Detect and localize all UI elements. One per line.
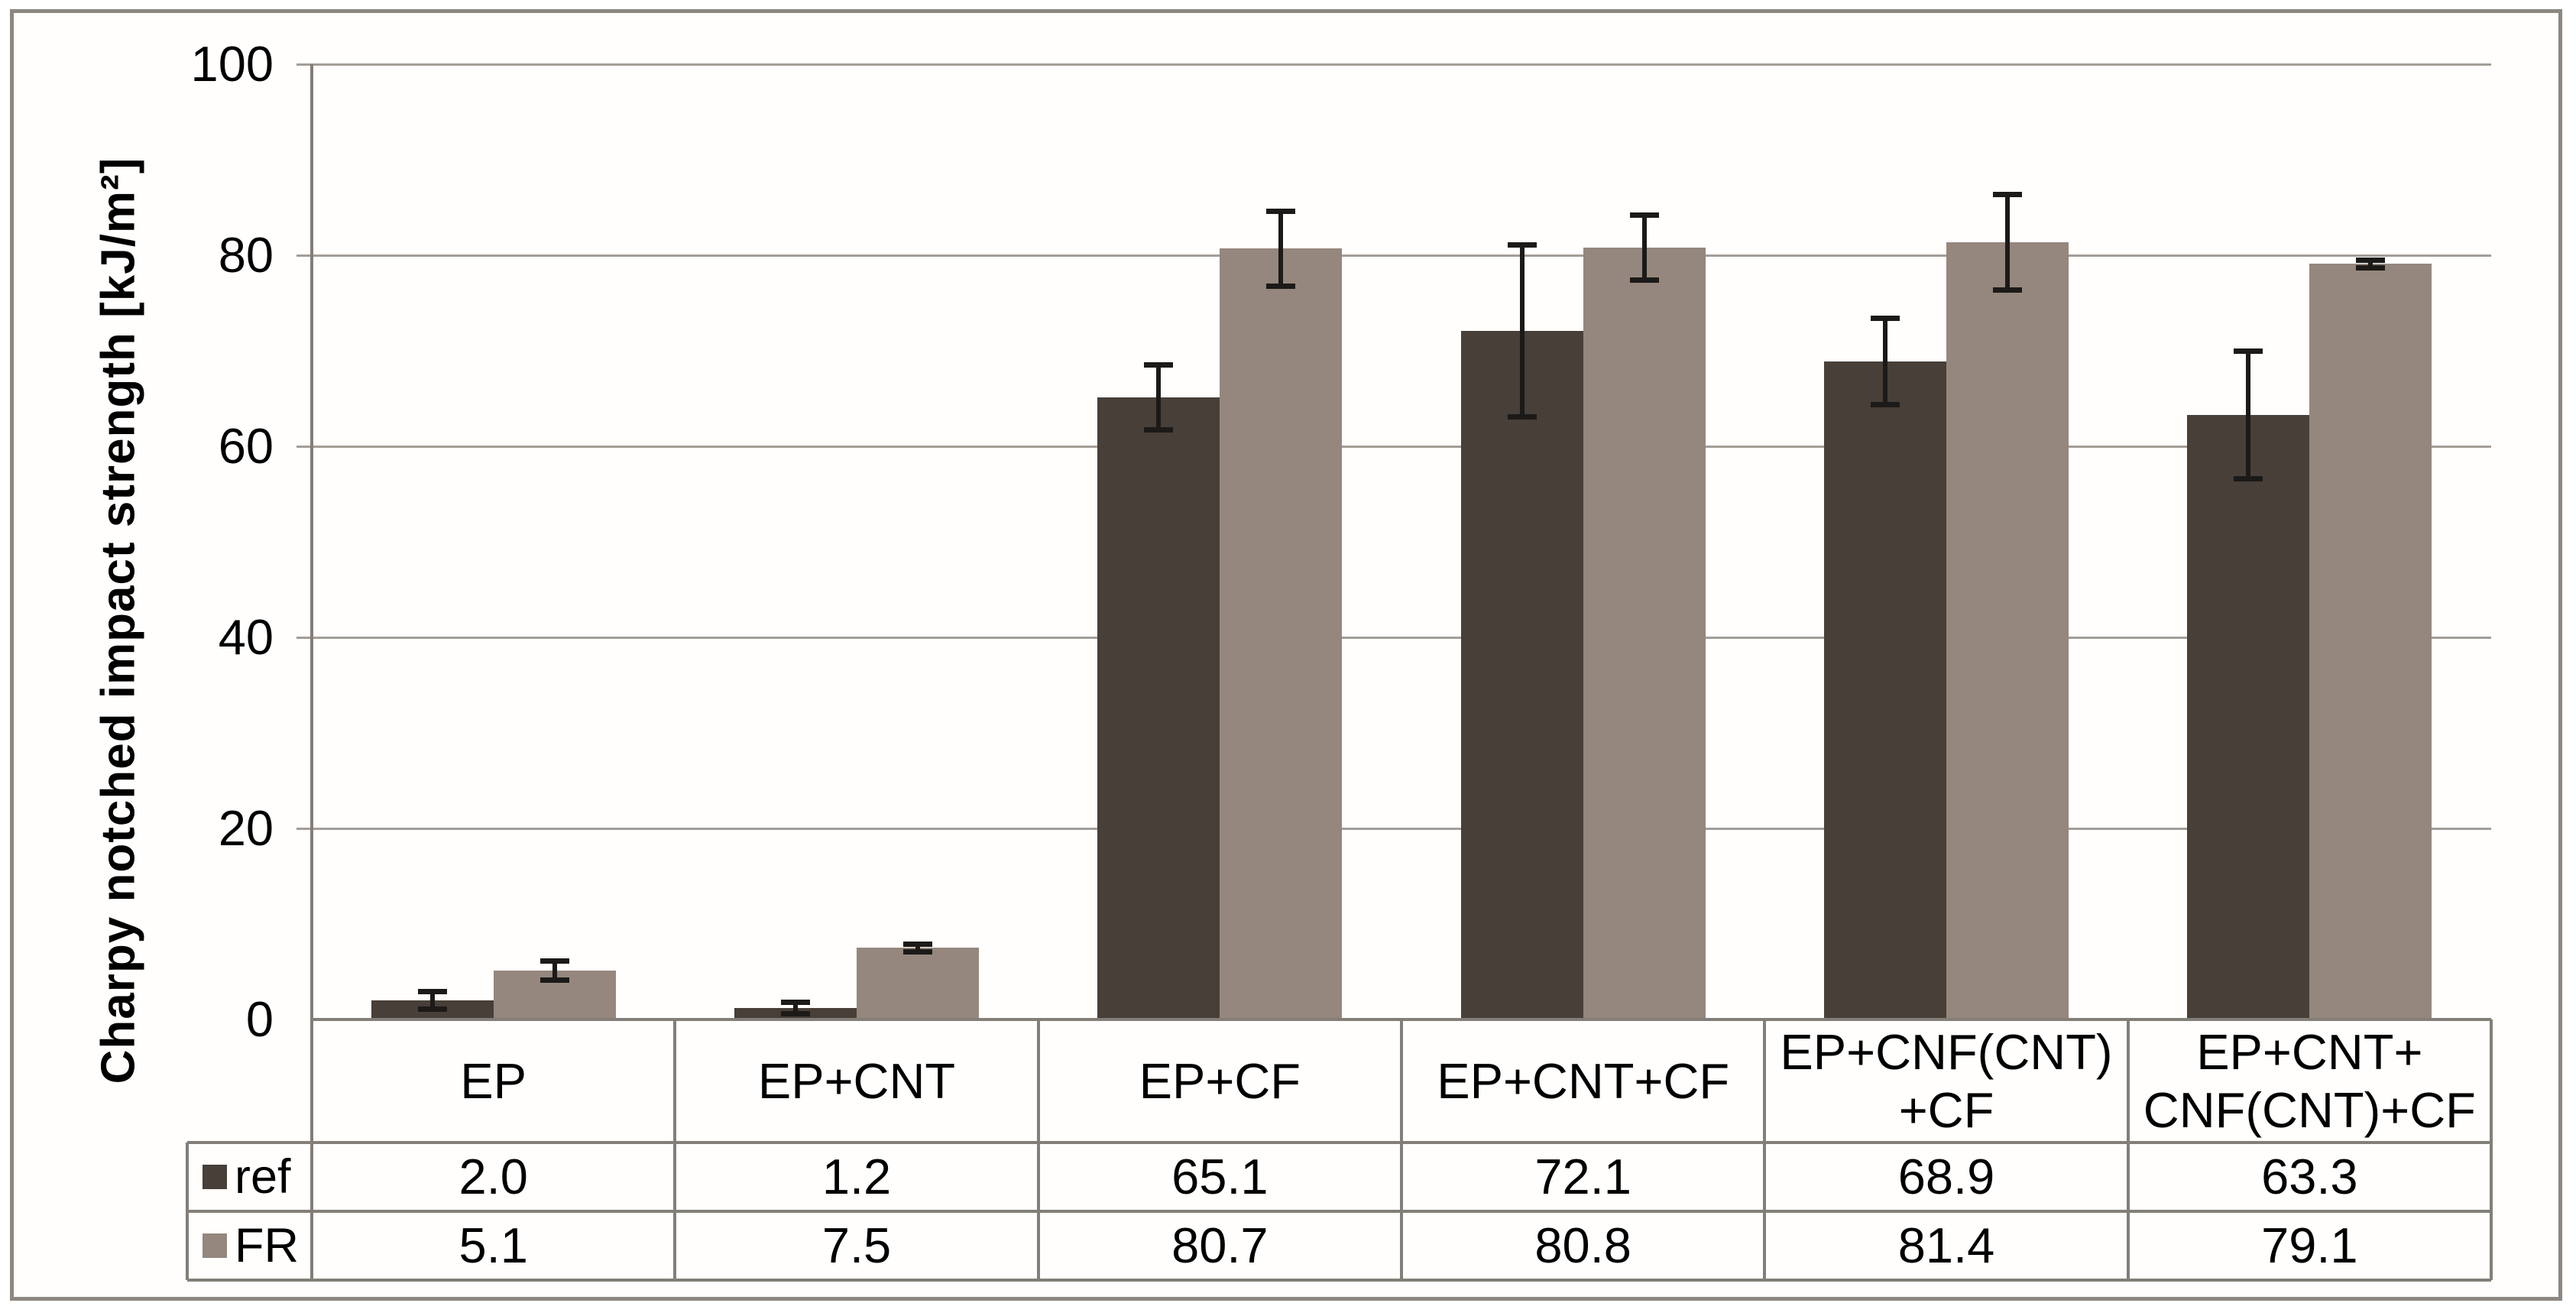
table-category-0: EP: [460, 1052, 527, 1109]
table-category-3: EP+CNT+CF: [1437, 1052, 1730, 1109]
bar-ref-3: [1460, 330, 1583, 1019]
bar-ref-4: [1824, 361, 1946, 1019]
legend-cell-FR: FR: [187, 1211, 312, 1280]
gridline-100: [296, 63, 2491, 66]
table-value-FR-4: 81.4: [1897, 1217, 1995, 1273]
table-vline-col-1: [673, 1019, 677, 1280]
table-category-2: EP+CF: [1139, 1052, 1301, 1109]
table-value-ref-3: 72.1: [1534, 1149, 1631, 1204]
table-value-ref-2: 65.1: [1171, 1149, 1269, 1204]
error-bar-cap-top-ref-2: [1144, 362, 1174, 368]
error-bar-cap-bottom-ref-1: [781, 1011, 810, 1016]
table-category-4: EP+CNF(CNT) +CF: [1780, 1023, 2113, 1138]
gridline-20: [296, 827, 2491, 830]
error-bar-cap-bottom-FR-4: [1993, 287, 2022, 293]
error-bar-cap-bottom-ref-4: [1871, 401, 1900, 407]
error-bar-cap-bottom-FR-1: [903, 948, 932, 955]
table-vline-col-3: [1400, 1019, 1403, 1280]
error-bar-line-FR-3: [1641, 215, 1647, 280]
table-vline-legend-left: [186, 1143, 189, 1280]
error-bar-cap-top-ref-0: [417, 989, 447, 995]
table-vline-col-4: [1763, 1019, 1767, 1280]
error-bar-line-FR-0: [552, 961, 557, 981]
table-line-row2: [187, 1210, 2491, 1213]
error-bar-cap-bottom-ref-2: [1144, 427, 1174, 433]
error-bar-cap-top-FR-1: [903, 941, 932, 947]
error-bar-line-ref-2: [1156, 365, 1162, 430]
gridline-40: [296, 636, 2491, 639]
table-value-FR-5: 79.1: [2261, 1217, 2358, 1273]
error-bar-cap-top-FR-0: [540, 958, 569, 964]
table-vline-col-0: [310, 1019, 313, 1280]
legend-label-ref: ref: [235, 1150, 291, 1204]
error-bar-line-FR-5: [2368, 260, 2373, 268]
bar-ref-5: [2187, 414, 2310, 1019]
table-category-1: EP+CNT: [757, 1052, 956, 1109]
error-bar-cap-top-FR-3: [1629, 212, 1659, 218]
error-bar-cap-top-FR-2: [1266, 209, 1296, 214]
table-value-ref-5: 63.3: [2261, 1149, 2358, 1204]
table-value-ref-1: 1.2: [821, 1149, 892, 1204]
error-bar-line-ref-3: [1519, 245, 1525, 417]
y-axis-line: [310, 64, 313, 1019]
bar-FR-1: [857, 948, 979, 1019]
error-bar-line-FR-1: [915, 944, 920, 952]
bar-FR-5: [2309, 264, 2432, 1019]
bar-FR-3: [1583, 248, 1706, 1019]
gridline-60: [296, 445, 2491, 448]
error-bar-line-ref-4: [1883, 318, 1887, 404]
table-value-ref-4: 68.9: [1897, 1149, 1995, 1204]
table-value-FR-1: 7.5: [821, 1217, 892, 1273]
bar-FR-2: [1220, 248, 1343, 1019]
error-bar-cap-bottom-ref-0: [417, 1006, 447, 1012]
y-tick-label-100: 100: [190, 36, 274, 92]
error-bar-cap-top-ref-4: [1871, 316, 1900, 321]
table-line-bottom: [187, 1279, 2491, 1282]
error-bar-cap-top-ref-3: [1507, 241, 1537, 248]
bar-FR-4: [1946, 241, 2069, 1019]
error-bar-line-FR-2: [1278, 211, 1284, 286]
table-category-5: EP+CNT+ CNF(CNT)+CF: [2143, 1023, 2476, 1138]
error-bar-cap-bottom-FR-0: [540, 977, 569, 984]
bar-ref-2: [1097, 397, 1220, 1019]
table-vline-col-5: [2126, 1019, 2130, 1280]
error-bar-cap-bottom-ref-5: [2234, 476, 2263, 481]
error-bar-cap-bottom-FR-5: [2356, 264, 2386, 271]
error-bar-cap-bottom-ref-3: [1507, 413, 1537, 420]
y-tick-label-40: 40: [218, 609, 274, 665]
error-bar-line-ref-1: [793, 1002, 798, 1014]
table-value-ref-0: 2.0: [458, 1149, 528, 1204]
gridline-80: [296, 254, 2491, 257]
error-bar-cap-top-FR-4: [1993, 191, 2022, 197]
error-bar-line-ref-5: [2246, 351, 2251, 479]
error-bar-line-FR-4: [2005, 194, 2010, 290]
legend-swatch-ref: [203, 1165, 227, 1189]
legend-label-FR: FR: [235, 1219, 299, 1272]
y-tick-label-0: 0: [245, 991, 274, 1047]
legend-cell-ref: ref: [187, 1143, 312, 1211]
error-bar-cap-bottom-FR-3: [1629, 277, 1659, 283]
table-line-row1: [187, 1141, 2491, 1144]
error-bar-cap-bottom-FR-2: [1266, 283, 1296, 289]
error-bar-line-ref-0: [429, 991, 435, 1010]
y-tick-label-20: 20: [218, 800, 274, 856]
table-value-FR-3: 80.8: [1534, 1217, 1631, 1273]
legend-swatch-FR: [203, 1233, 227, 1258]
error-bar-cap-top-ref-5: [2234, 348, 2263, 354]
table-vline-col-2: [1036, 1019, 1040, 1280]
table-vline-col-6: [2490, 1019, 2493, 1280]
error-bar-cap-top-FR-5: [2356, 257, 2386, 263]
y-tick-label-60: 60: [218, 418, 274, 474]
table-value-FR-0: 5.1: [458, 1217, 528, 1273]
y-tick-label-80: 80: [218, 227, 274, 283]
table-value-FR-2: 80.7: [1171, 1217, 1269, 1273]
error-bar-cap-top-ref-1: [781, 1000, 810, 1005]
